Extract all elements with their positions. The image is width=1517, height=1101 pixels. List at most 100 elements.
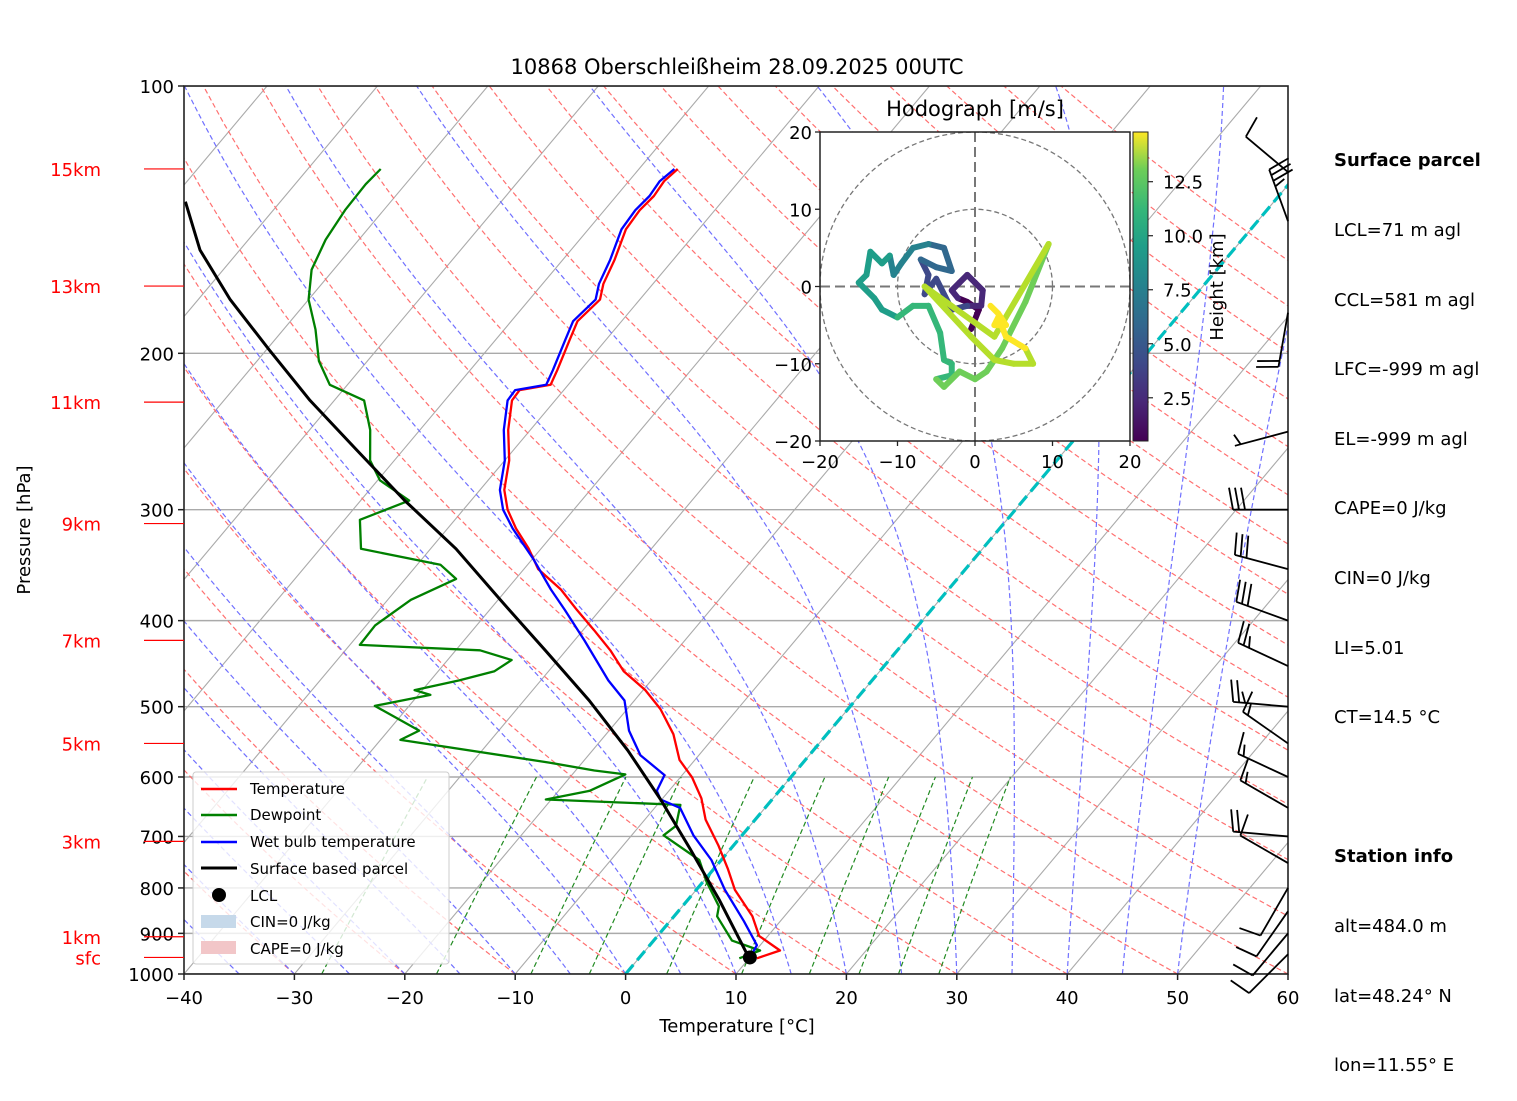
hodo-y-tick-label: 0 — [801, 278, 812, 299]
y-tick-label: 200 — [140, 344, 174, 365]
hodograph-segment — [940, 333, 944, 360]
mixing-ratio-line — [437, 777, 537, 974]
barb-feather — [1238, 621, 1244, 643]
parcel-li: LI=5.01 — [1334, 637, 1481, 660]
legend: Temperature Dewpoint Wet bulb temperatur… — [193, 772, 449, 964]
barb-feather — [1244, 745, 1245, 757]
mixing-ratio-line — [859, 777, 935, 974]
wind-barb — [1256, 313, 1288, 367]
height-label: 5km — [62, 734, 101, 755]
chart-title: 10868 Oberschleißheim 28.09.2025 00UTC — [511, 55, 964, 79]
legend-cin-swatch — [201, 915, 236, 928]
parcel-cin: CIN=0 J/kg — [1334, 567, 1481, 590]
barb-feather — [1241, 488, 1245, 510]
colorbar-tick-label: 10.0 — [1163, 227, 1203, 248]
y-tick-label: 500 — [140, 698, 174, 719]
y-tick-label: 1000 — [128, 965, 174, 986]
barb-feather — [1237, 810, 1239, 832]
wind-barb — [1229, 488, 1288, 510]
barb-feather — [1231, 980, 1249, 993]
hodo-x-tick-label: 10 — [1041, 452, 1064, 473]
barb-feather — [1235, 488, 1239, 510]
parcel-lfc: LFC=-999 m agl — [1334, 358, 1481, 381]
colorbar-tick-label: 2.5 — [1163, 389, 1192, 410]
x-tick-label: 60 — [1277, 988, 1300, 1009]
barb-feather — [1275, 179, 1284, 187]
barb-staff — [1240, 780, 1288, 808]
y-tick-label: 600 — [140, 768, 174, 789]
height-label: 3km — [62, 832, 101, 853]
hodograph-segment — [867, 252, 871, 275]
colorbar-label: Height [km] — [1207, 233, 1228, 340]
barb-feather — [1242, 692, 1245, 703]
y-tick-label: 700 — [140, 827, 174, 848]
height-label: 1km — [62, 928, 101, 949]
y-tick-label: 400 — [140, 612, 174, 633]
y-axis-label: Pressure [hPa] — [14, 465, 35, 594]
lcl-marker — [743, 950, 757, 964]
hodo-y-tick-label: −20 — [774, 432, 812, 453]
parcel-ccl: CCL=581 m agl — [1334, 289, 1481, 312]
station-lat: lat=48.24° N — [1334, 985, 1481, 1008]
wind-barb — [1235, 533, 1288, 570]
wind-barb — [1239, 888, 1288, 936]
barb-feather — [1238, 732, 1244, 754]
hodo-y-tick-label: 10 — [789, 200, 812, 221]
wind-barb — [1231, 809, 1288, 836]
skewt-figure: 10868 Oberschleißheim 28.09.2025 00UTC 1… — [0, 0, 1517, 1060]
x-tick-label: 40 — [1056, 988, 1079, 1009]
legend-lcl: LCL — [250, 887, 278, 905]
barb-feather — [1248, 584, 1252, 606]
barb-feather — [1229, 488, 1233, 510]
barb-staff — [1240, 836, 1288, 864]
barb-feather — [1236, 947, 1256, 956]
parcel-el: EL=-999 m agl — [1334, 428, 1481, 451]
wind-barb — [1236, 580, 1288, 621]
colorbar — [1133, 132, 1148, 441]
barb-staff — [1261, 888, 1289, 936]
mixing-ratio-line — [899, 777, 973, 974]
barb-feather — [1246, 536, 1248, 558]
legend-cape: CAPE=0 J/kg — [250, 940, 344, 958]
wind-barb — [1234, 432, 1288, 446]
barb-staff — [1246, 137, 1288, 172]
colorbar-tick-label: 12.5 — [1163, 173, 1203, 194]
legend-wetbulb: Wet bulb temperature — [250, 833, 416, 851]
legend-cape-swatch — [201, 941, 236, 954]
legend-lcl-marker — [212, 888, 226, 902]
x-tick-label: −40 — [165, 988, 203, 1009]
hodo-x-tick-label: −20 — [801, 452, 839, 473]
barb-feather — [1241, 534, 1243, 556]
barb-feather — [1235, 533, 1237, 555]
height-label: 9km — [62, 515, 101, 536]
info-panel: Surface parcel LCL=71 m agl CCL=581 m ag… — [1334, 103, 1481, 1101]
barb-feather — [1248, 704, 1251, 715]
x-tick-label: −10 — [496, 988, 534, 1009]
legend-dewpoint: Dewpoint — [250, 806, 321, 824]
x-tick-label: 20 — [835, 988, 858, 1009]
height-label: sfc — [75, 948, 101, 969]
x-tick-label: −30 — [275, 988, 313, 1009]
barb-staff — [1238, 643, 1288, 666]
y-tick-label: 300 — [140, 501, 174, 522]
wind-barb — [1246, 117, 1288, 172]
barb-feather — [1239, 928, 1260, 936]
barb-feather — [1234, 435, 1241, 445]
parcel-title: Surface parcel — [1334, 149, 1481, 172]
y-tick-label: 900 — [140, 924, 174, 945]
parcel-lcl: LCL=71 m agl — [1334, 219, 1481, 242]
wind-barb — [1238, 621, 1288, 666]
height-label: 13km — [50, 277, 101, 298]
wind-barb — [1243, 692, 1288, 744]
legend-cin: CIN=0 J/kg — [250, 913, 331, 931]
mixing-ratio-line — [742, 777, 825, 974]
barb-feather — [1242, 582, 1246, 604]
wind-barb — [1269, 158, 1292, 221]
x-axis-label: Temperature [°C] — [658, 1016, 814, 1037]
hodo-y-tick-label: 20 — [789, 123, 812, 144]
barb-feather — [1237, 680, 1239, 702]
x-tick-label: 50 — [1166, 988, 1189, 1009]
barb-feather — [1249, 636, 1250, 648]
